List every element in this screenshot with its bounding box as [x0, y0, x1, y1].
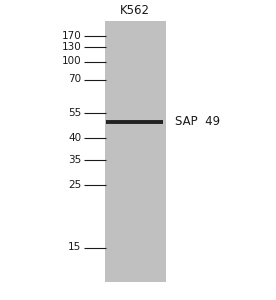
Text: SAP  49: SAP 49: [175, 115, 220, 128]
Text: 100: 100: [62, 56, 81, 67]
Text: 40: 40: [68, 133, 81, 143]
Text: 15: 15: [68, 242, 81, 253]
Text: 170: 170: [62, 31, 81, 41]
Text: 35: 35: [68, 154, 81, 165]
Text: 130: 130: [62, 41, 81, 52]
Text: 70: 70: [68, 74, 81, 85]
Text: K562: K562: [120, 4, 150, 16]
Text: 25: 25: [68, 180, 81, 190]
Bar: [105, 21, 166, 282]
Text: 55: 55: [68, 108, 81, 118]
